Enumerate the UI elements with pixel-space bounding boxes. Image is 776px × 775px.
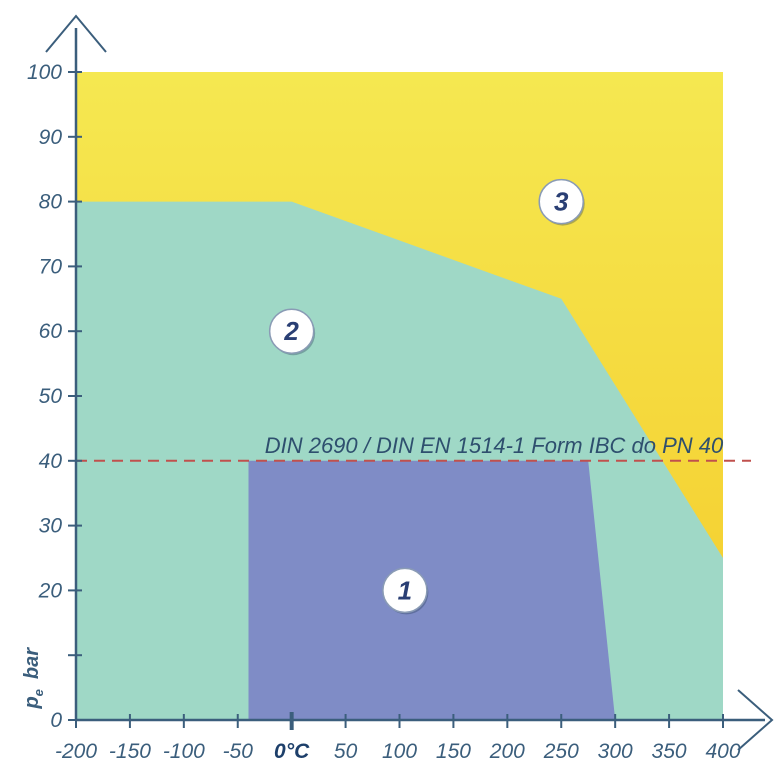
y-tick-label: 30: [39, 515, 63, 538]
x-tick-label: 0°C: [274, 740, 310, 763]
x-tick-label: -100: [163, 740, 205, 763]
badge-circle: [382, 567, 428, 614]
y-axis-arrow-icon: [45, 14, 107, 53]
y-tick-label: 70: [39, 255, 63, 278]
y-axis-subscript: e: [31, 689, 46, 696]
y-tick-label: 100: [27, 61, 62, 84]
ticks: -200 -150 -100 -50 0°C 50 100 150 200 250 300 350 40…: [27, 61, 741, 763]
x-tick-label: 200: [489, 740, 525, 763]
regions-layer: [76, 72, 723, 721]
x-tick-label: -200: [55, 740, 97, 763]
region-1-badge: 1: [382, 567, 429, 615]
y-tick-label: 20: [38, 579, 63, 602]
region-badges: 1 2 3: [268, 178, 585, 615]
x-tick-label: 250: [543, 740, 579, 763]
reference-line-group: DIN 2690 / DIN EN 1514-1 Form IBC do PN …: [76, 433, 751, 462]
region-2-badge: 2: [268, 308, 316, 356]
badge-circle: [538, 178, 584, 225]
y-axis-label: pe bar: [21, 647, 46, 710]
badge-label: 2: [283, 316, 299, 346]
badge-label: 1: [398, 575, 412, 605]
y-tick-label: 0: [50, 709, 62, 732]
badge-circle: [268, 308, 315, 354]
y-tick-label: 90: [39, 126, 63, 149]
x-tick-label: 50: [334, 740, 358, 763]
reference-line-label: DIN 2690 / DIN EN 1514-1 Form IBC do PN …: [265, 433, 724, 458]
x-tick-label: 400: [705, 740, 740, 763]
x-tick-label: -150: [109, 740, 151, 763]
x-tick-label: 150: [436, 740, 471, 763]
x-tick-label: 300: [598, 740, 633, 763]
region-3-badge: 3: [538, 178, 585, 226]
y-tick-label: 40: [39, 450, 63, 473]
axes: [45, 14, 774, 751]
y-axis-unit: bar: [21, 647, 43, 679]
y-tick-label: 60: [39, 320, 63, 343]
y-tick-label: 50: [39, 385, 63, 408]
x-axis-arrow-icon: [737, 689, 774, 751]
x-tick-label: 100: [382, 740, 417, 763]
x-tick-label: -50: [223, 740, 254, 763]
badge-label: 3: [554, 187, 569, 217]
y-axis-symbol: p: [21, 696, 43, 709]
y-tick-label: 80: [39, 191, 63, 214]
region-1-area: [248, 460, 616, 720]
x-tick-label: 350: [652, 740, 687, 763]
